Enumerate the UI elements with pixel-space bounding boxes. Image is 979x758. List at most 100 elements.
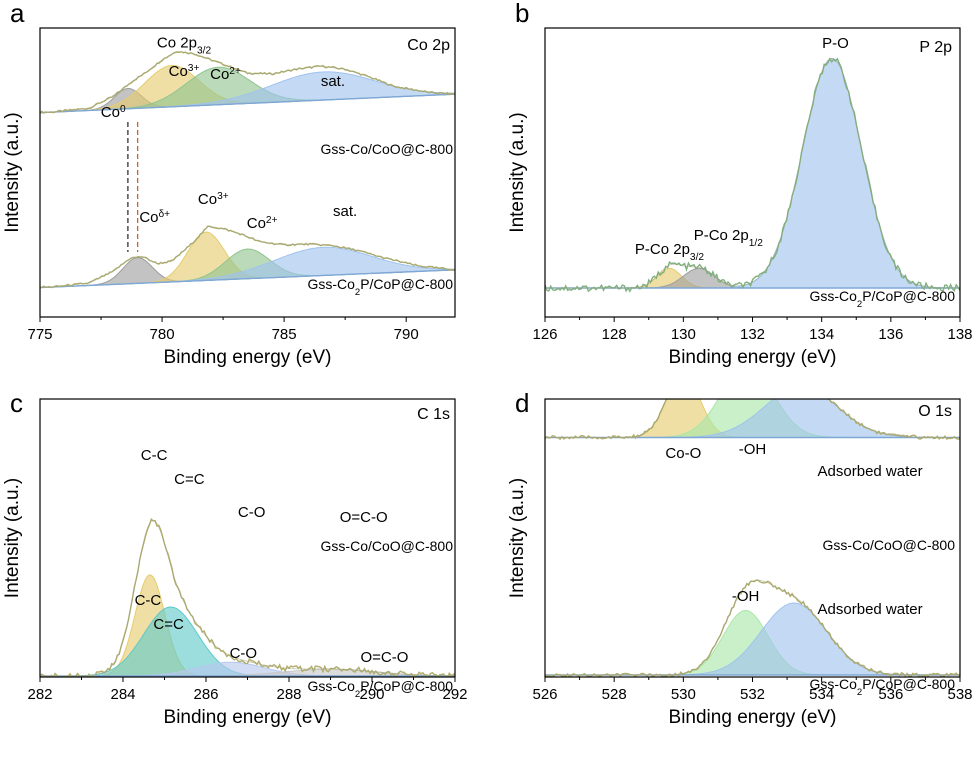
peak-4 xyxy=(40,368,455,375)
element-label: P 2p xyxy=(919,39,952,56)
trace-2 xyxy=(545,579,960,677)
x-tick-label: 288 xyxy=(276,686,301,703)
trace-1 xyxy=(40,50,455,114)
panel-letter: b xyxy=(515,0,529,28)
sample-label: Gss-Co/CoO@C-800 xyxy=(823,537,956,553)
raw-spectrum xyxy=(545,57,960,293)
sample-label: Gss-Co2P/CoP@C-800 xyxy=(307,678,453,700)
peak-label: Co3+ xyxy=(169,63,200,81)
x-tick-label: 785 xyxy=(272,326,297,343)
x-tick-label: 138 xyxy=(947,326,972,343)
y-axis-label: Intensity (a.u.) xyxy=(2,112,23,232)
y-axis-label: Intensity (a.u.) xyxy=(507,478,528,598)
x-tick-label: 132 xyxy=(740,326,765,343)
peak-label: C=C xyxy=(153,616,184,633)
x-tick-label: 128 xyxy=(602,326,627,343)
panel-b: P-Co 2p3/2P-Co 2p1/2 P-O Gss-Co2P/CoP@C-80… xyxy=(507,0,973,368)
baseline xyxy=(40,269,455,289)
peak-3 xyxy=(545,57,960,289)
peak-label: P-Co 2p3/2 xyxy=(635,241,705,263)
trace-2 xyxy=(40,225,455,289)
peak-label: C-C xyxy=(141,447,168,464)
sample-label: Gss-Co2P/CoP@C-800 xyxy=(307,276,453,298)
x-tick-label: 532 xyxy=(740,686,765,703)
y-axis-label: Intensity (a.u.) xyxy=(2,478,23,598)
panel-letter: c xyxy=(10,388,23,418)
peak-label: C-O xyxy=(238,504,266,521)
trace-2 xyxy=(40,517,455,677)
x-tick-label: 538 xyxy=(947,686,972,703)
panel-letter: d xyxy=(515,388,529,418)
x-tick-label: 286 xyxy=(193,686,218,703)
x-tick-label: 534 xyxy=(809,686,834,703)
peak-label: Adsorbed water xyxy=(818,463,923,480)
fit-envelope xyxy=(545,399,960,438)
fit-envelope xyxy=(545,579,960,676)
fit-envelope xyxy=(40,50,455,113)
panel-d: Co-O -OH Adsorbed water Gss-Co/CoO@C-800 -OH… xyxy=(507,388,973,728)
x-tick-label: 126 xyxy=(532,326,557,343)
peak-label: Co0 xyxy=(101,104,126,122)
peak-label: sat. xyxy=(333,203,357,220)
raw-spectrum xyxy=(545,399,960,441)
peak-label: Co2+ xyxy=(210,66,241,84)
fit-envelope xyxy=(40,225,455,288)
peak-label: sat. xyxy=(321,73,345,90)
plot-area xyxy=(545,57,960,293)
x-tick-label: 290 xyxy=(359,686,384,703)
x-tick-label: 530 xyxy=(671,686,696,703)
peak-label: C-C xyxy=(135,592,162,609)
x-axis-label: Binding energy (eV) xyxy=(669,347,837,368)
x-tick-label: 790 xyxy=(394,326,419,343)
sample-label: Gss-Co/CoO@C-800 xyxy=(321,538,454,554)
x-tick-label: 775 xyxy=(27,326,52,343)
peak-label: C=C xyxy=(174,471,205,488)
plot-area xyxy=(545,399,960,677)
peak-label: Coδ+ xyxy=(139,209,170,227)
x-axis-label: Binding energy (eV) xyxy=(164,347,332,368)
x-axis-label: Binding energy (eV) xyxy=(669,707,837,728)
peak-label: Co-O xyxy=(665,445,701,462)
peak-label: Adsorbed water xyxy=(818,601,923,618)
x-tick-label: 526 xyxy=(532,686,557,703)
trace-1 xyxy=(545,57,960,293)
x-tick-label: 134 xyxy=(809,326,834,343)
peak-label: P-Co 2p1/2 xyxy=(694,227,764,249)
peak-label: -OH xyxy=(732,588,760,605)
x-tick-label: 528 xyxy=(602,686,627,703)
x-axis-label: Binding energy (eV) xyxy=(164,707,332,728)
plot-frame xyxy=(39,27,456,318)
plot-area xyxy=(40,368,455,677)
y-axis-label: Intensity (a.u.) xyxy=(507,112,528,232)
x-tick-label: 284 xyxy=(110,686,135,703)
peak-label: O=C-O xyxy=(340,509,388,526)
peak-label: O=C-O xyxy=(360,649,408,666)
fit-envelope xyxy=(545,57,960,289)
sample-label: Gss-Co2P/CoP@C-800 xyxy=(809,288,955,310)
x-tick-label: 536 xyxy=(878,686,903,703)
x-tick-label: 130 xyxy=(671,326,696,343)
sample-label: Gss-Co/CoO@C-800 xyxy=(321,141,454,157)
x-tick-label: 292 xyxy=(442,686,467,703)
peak-label: C-O xyxy=(230,645,258,662)
peak-label: -OH xyxy=(739,441,767,458)
element-label: Co 2p xyxy=(407,37,450,54)
panel-c: C-C C=C C-O O=C-O Gss-Co/CoO@C-800 C-C C=C C-O O… xyxy=(2,368,468,728)
element-label: C 1s xyxy=(417,406,450,423)
raw-spectrum xyxy=(40,517,455,677)
panel-a: Co0 Co3+ Co2+ sat. Co 2p3/2 Gss-Co/CoO@C-800 C… xyxy=(2,0,456,368)
plot-area xyxy=(40,50,455,289)
trace-1 xyxy=(545,399,960,441)
x-tick-label: 136 xyxy=(878,326,903,343)
fit-envelope xyxy=(40,519,455,677)
x-tick-label: 282 xyxy=(27,686,52,703)
peak-label: Co2+ xyxy=(247,215,278,233)
peak-label: Co3+ xyxy=(198,191,229,209)
element-label: O 1s xyxy=(918,403,952,420)
baseline xyxy=(40,93,455,114)
peak-label: Co 2p3/2 xyxy=(157,34,212,56)
panel-letter: a xyxy=(10,0,25,28)
peak-label: P-O xyxy=(822,35,849,52)
x-tick-label: 780 xyxy=(150,326,175,343)
